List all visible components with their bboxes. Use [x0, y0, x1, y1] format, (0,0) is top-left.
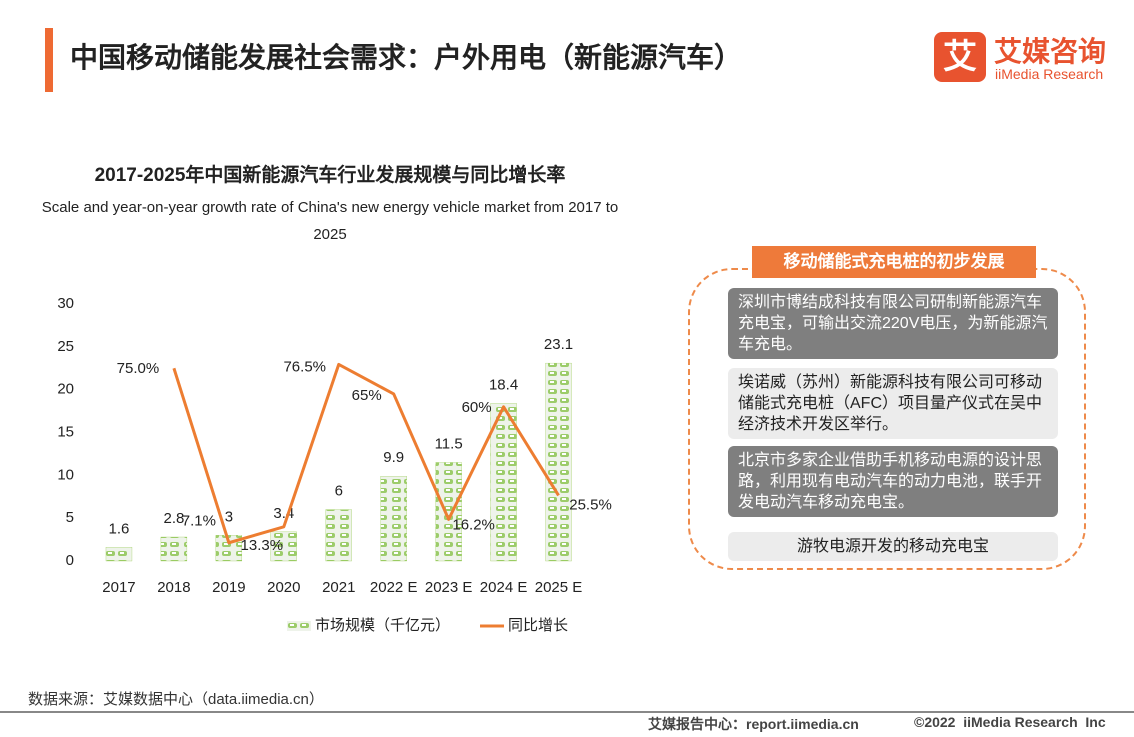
- bar: [490, 403, 517, 562]
- y-tick-label: 5: [66, 509, 74, 526]
- y-tick-label: 10: [57, 466, 74, 483]
- y-tick-label: 15: [57, 423, 74, 440]
- bar: [160, 536, 188, 562]
- bar: [270, 531, 297, 562]
- panel-item: 北京市多家企业借助手机移动电源的设计思路，利用现有电动汽车的动力电池，联手开发电…: [728, 446, 1058, 517]
- bar: [545, 362, 572, 562]
- line-value-label: 7.1%: [182, 513, 216, 530]
- bar: [325, 509, 352, 562]
- panel-item: 埃诺威（苏州）新能源科技有限公司可移动储能式充电桩（AFC）项目量产仪式在吴中经…: [728, 368, 1058, 439]
- legend-label: 市场规模（千亿元）: [315, 617, 450, 634]
- x-tick-label: 2022 E: [370, 579, 418, 596]
- bar-value-label: 3: [225, 508, 233, 525]
- y-tick-label: 0: [66, 552, 74, 569]
- bar-value-label: 1.6: [109, 520, 130, 537]
- x-tick-label: 2020: [267, 579, 300, 596]
- chart-title: 2017-2025年中国新能源汽车行业发展规模与同比增长率: [94, 165, 566, 186]
- line-value-label: 25.5%: [569, 496, 612, 513]
- line-value-label: 65%: [352, 387, 382, 404]
- title-accent: [45, 28, 53, 92]
- footer-right: ©2022 iiMedia Research Inc: [914, 714, 1106, 730]
- bar-value-label: 11.5: [435, 435, 463, 452]
- bar-value-label: 2.8: [163, 510, 184, 527]
- bar-value-label: 6: [335, 483, 343, 500]
- y-tick-label: 20: [57, 381, 74, 398]
- bar-value-label: 18.4: [489, 376, 518, 393]
- x-tick-label: 2021: [322, 579, 355, 596]
- bar-value-label: 9.9: [383, 449, 404, 466]
- line-value-label: 75.0%: [117, 360, 160, 377]
- bar: [435, 462, 462, 562]
- line-value-label: 76.5%: [283, 358, 326, 375]
- logo-name: 艾媒咨询: [994, 36, 1107, 67]
- slide-title: 中国移动储能发展社会需求：户外用电（新能源汽车）: [70, 42, 743, 73]
- panel-title: 移动储能式充电桩的初步发展: [752, 246, 1036, 278]
- x-tick-label: 2017: [102, 579, 135, 596]
- legend-label: 同比增长: [508, 617, 568, 634]
- chart: 0 5 10 15 20 25 30 2017 2018 2019 2020 2021 2022 E 20…: [57, 295, 612, 634]
- line-value-label: 13.3%: [241, 537, 284, 554]
- panel-item: 游牧电源开发的移动充电宝: [728, 532, 1058, 561]
- logo-en: iiMedia Research: [995, 66, 1104, 82]
- x-tick-label: 2023 E: [425, 579, 473, 596]
- panel-item: 深圳市博结成科技有限公司研制新能源汽车充电宝，可输出交流220V电压，为新能源汽…: [728, 288, 1058, 359]
- x-tick-label: 2018: [157, 579, 190, 596]
- source: 数据来源：艾媒数据中心（data.iimedia.cn）: [28, 691, 324, 708]
- line-value-label: 16.2%: [452, 516, 495, 533]
- footer-rule: [0, 711, 1134, 713]
- y-tick-label: 25: [57, 338, 74, 355]
- bar-value-label: 23.1: [544, 336, 573, 353]
- logo-icon: 艾: [934, 32, 986, 82]
- x-tick-label: 2024 E: [480, 579, 528, 596]
- bar: [380, 476, 407, 562]
- chart-subtitle: Scale and year-on-year growth rate of Ch…: [41, 199, 619, 243]
- x-tick-label: 2025 E: [535, 579, 583, 596]
- x-tick-label: 2019: [212, 579, 245, 596]
- line-value-label: 60%: [462, 399, 492, 416]
- growth-line: [172, 362, 560, 545]
- bar: [105, 547, 133, 562]
- legend-swatch: [287, 621, 311, 631]
- y-tick-label: 30: [57, 295, 74, 312]
- footer-left: 艾媒报告中心：report.iimedia.cn: [648, 716, 859, 732]
